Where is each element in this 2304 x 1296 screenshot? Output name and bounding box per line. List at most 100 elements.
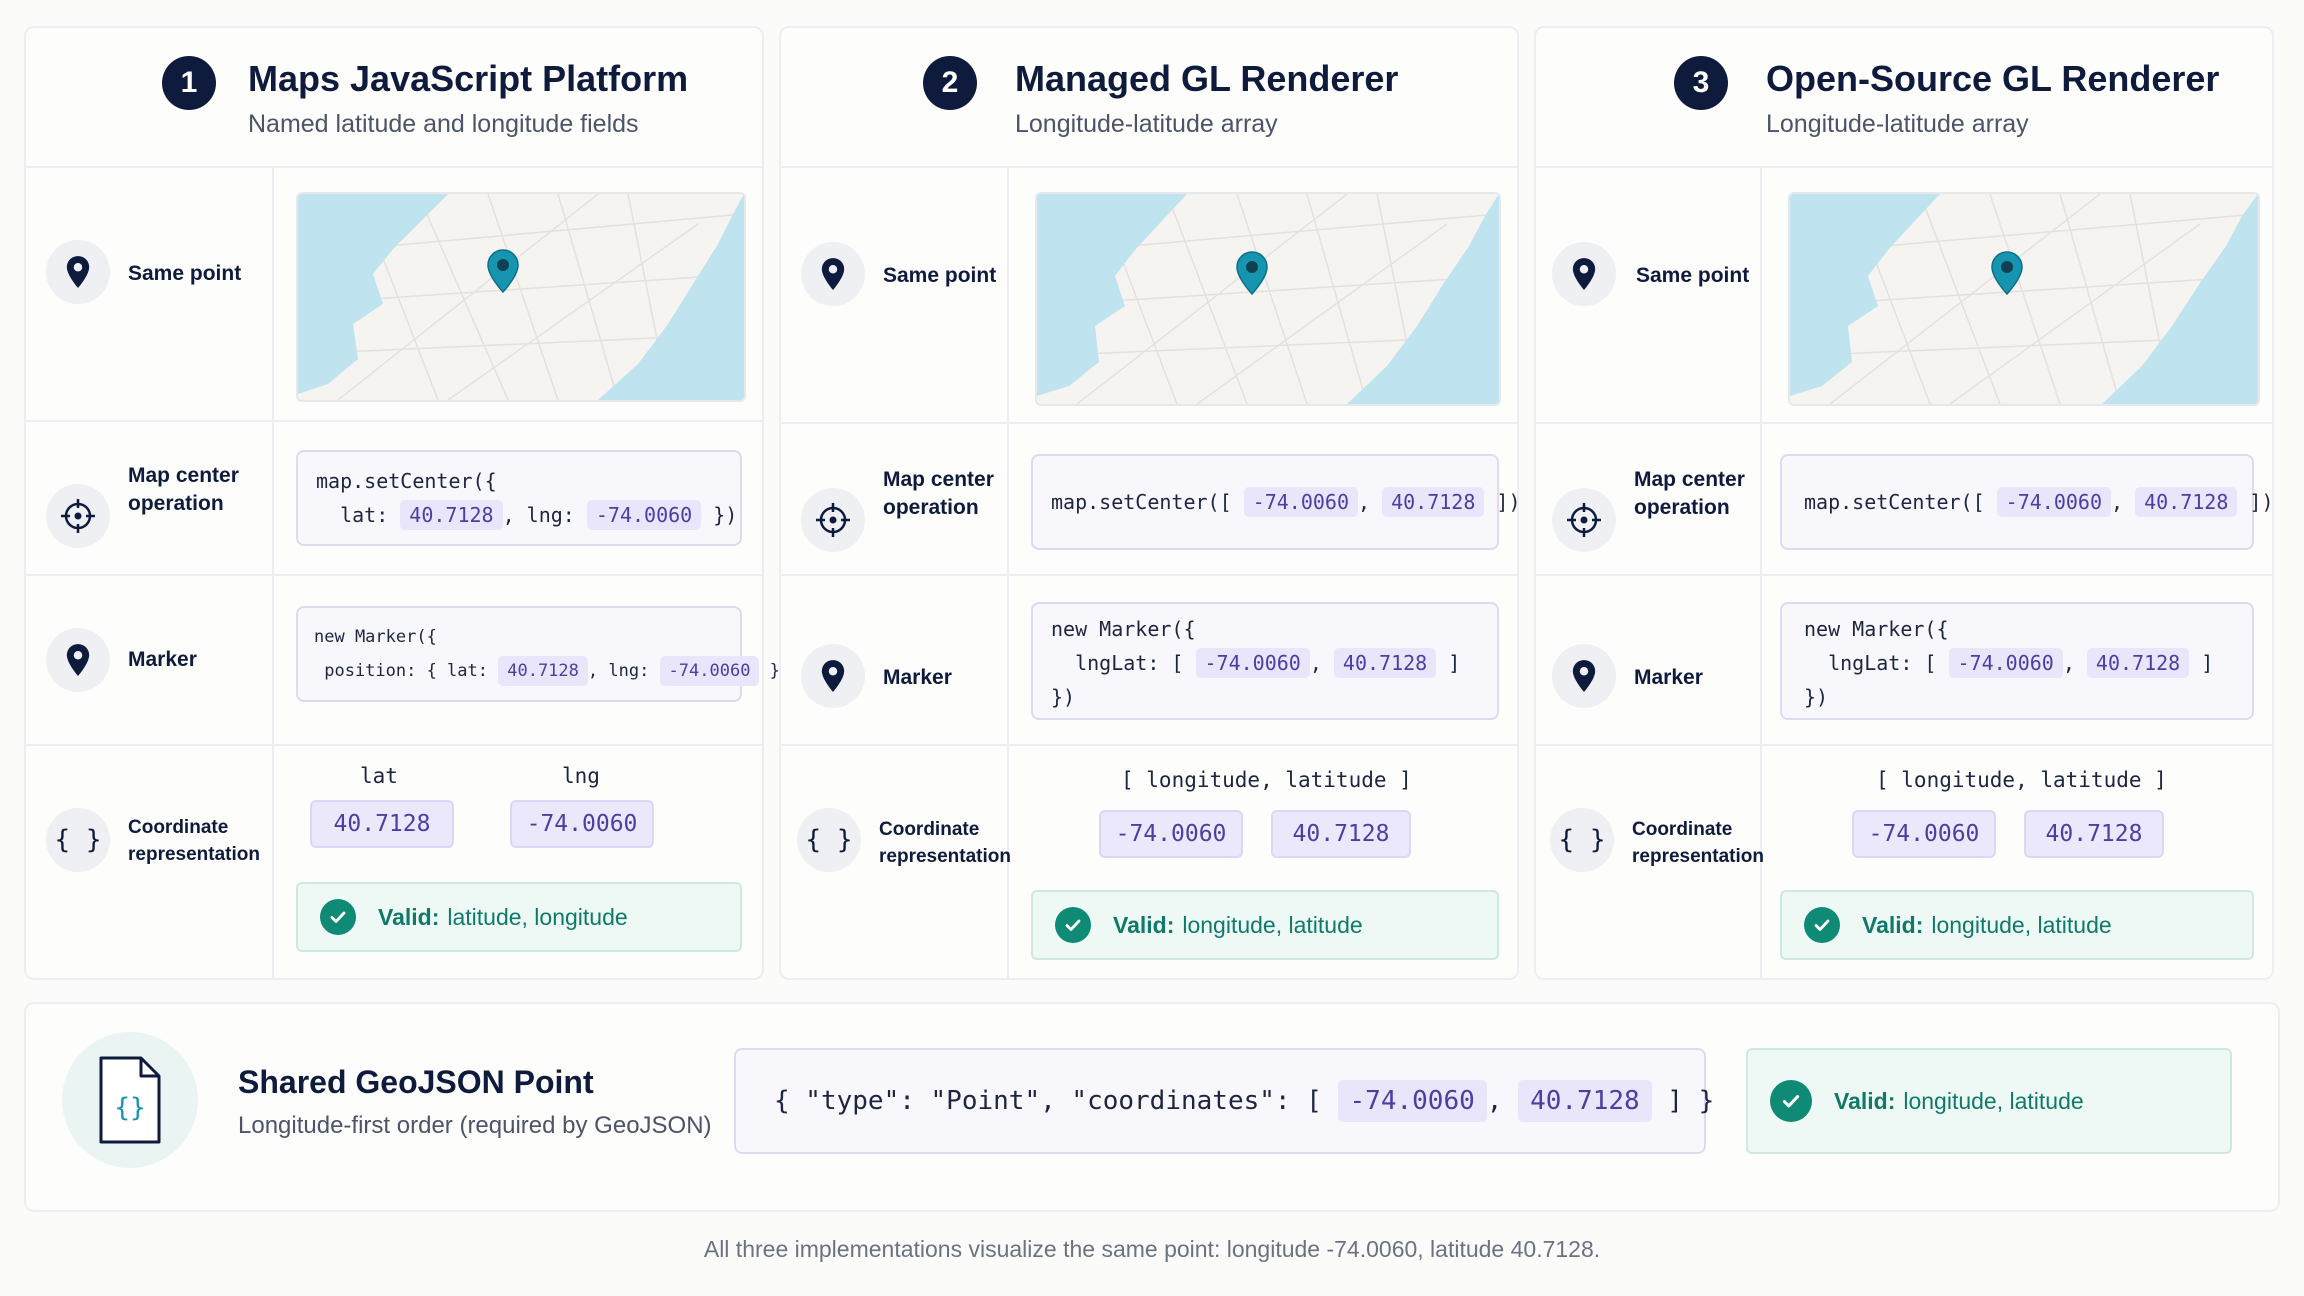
column-header: 1 Maps JavaScript Platform Named latitud… <box>26 28 762 168</box>
check-icon <box>320 899 356 935</box>
longitude-chip: -74.0060 <box>1337 1080 1487 1122</box>
map-pin-icon <box>1552 242 1616 306</box>
braces-icon: { } <box>797 808 861 872</box>
row-label-same-point: Same point <box>883 264 997 287</box>
row-divider <box>781 744 1517 746</box>
row-label-marker: Marker <box>128 648 197 671</box>
row-divider <box>1536 574 2272 576</box>
step-number-badge: 2 <box>923 56 977 110</box>
step-number-badge: 1 <box>162 56 216 110</box>
valid-order-badge: Valid: latitude, longitude <box>296 882 742 952</box>
longitude-chip: -74.0060 <box>1195 648 1310 678</box>
crosshair-icon <box>1552 488 1616 552</box>
column-divider <box>1007 166 1009 978</box>
check-icon <box>1055 907 1091 943</box>
row-label-marker: Marker <box>1634 666 1703 689</box>
latitude-chip: 40.7128 <box>1518 1080 1652 1122</box>
column-divider <box>272 166 274 978</box>
column-title: Open-Source GL Renderer <box>1766 58 2220 99</box>
row-divider <box>26 744 762 746</box>
map-pin-icon <box>801 242 865 306</box>
column-divider <box>1760 166 1762 978</box>
column-header: 3 Open-Source GL Renderer Longitude-lati… <box>1536 28 2272 168</box>
geojson-code: { "type": "Point", "coordinates": [ -74.… <box>734 1048 1714 1154</box>
latitude-chip: 40.7128 <box>498 656 588 686</box>
map-marker-pin <box>1991 251 2023 296</box>
row-divider <box>1536 744 2272 746</box>
row-label-same-point: Same point <box>128 262 242 285</box>
column-managed-gl-renderer: 2 Managed GL Renderer Longitude-latitude… <box>779 26 1521 980</box>
shared-geojson-panel: {} Shared GeoJSON Point Longitude-first … <box>24 1002 2280 1212</box>
svg-text:{}: {} <box>114 1093 145 1123</box>
row-label-same-point: Same point <box>1636 264 1750 287</box>
row-label-map-center: Map center operation <box>1634 468 1745 519</box>
longitude-chip: -74.0060 <box>586 500 702 530</box>
column-open-source-gl-renderer: 3 Open-Source GL Renderer Longitude-lati… <box>1534 26 2274 980</box>
row-label-map-center: Map center operation <box>128 464 239 515</box>
column-maps-javascript-platform: 1 Maps JavaScript Platform Named latitud… <box>24 26 811 980</box>
marker-code: new Marker({ lngLat: [ -74.0060, 40.7128… <box>1031 602 1499 720</box>
footnote: All three implementations visualize the … <box>703 1236 1601 1262</box>
latitude-chip: 40.7128 <box>1382 487 1485 517</box>
coordinate-key-lng: lng <box>562 764 600 788</box>
latitude-chip: 40.7128 <box>1333 648 1437 678</box>
latitude-chip: 40.7128 <box>400 500 503 530</box>
longitude-chip: -74.0060 <box>1996 487 2111 517</box>
valid-order-badge: Valid: longitude, latitude <box>1031 890 1499 960</box>
map-marker-pin <box>487 249 519 294</box>
latitude-chip: 40.7128 <box>2135 487 2238 517</box>
row-label-coordinate-representation: Coordinate representation <box>879 819 1011 867</box>
longitude-chip: -74.0060 <box>1948 648 2063 678</box>
map-marker-pin <box>1236 251 1268 296</box>
coordinate-value-latitude: 40.7128 <box>1271 810 1411 858</box>
longitude-chip: -74.0060 <box>1243 487 1358 517</box>
column-subtitle: Longitude-latitude array <box>1015 110 1278 138</box>
valid-order-badge: Valid: longitude, latitude <box>1780 890 2254 960</box>
longitude-chip: -74.0060 <box>659 656 760 686</box>
row-divider <box>26 420 762 422</box>
crosshair-icon <box>801 488 865 552</box>
json-file-icon: {} <box>62 1032 198 1168</box>
row-divider <box>26 574 762 576</box>
coordinate-value-longitude: -74.0060 <box>1852 810 1996 858</box>
coordinate-value-latitude: 40.7128 <box>310 800 454 848</box>
geojson-valid-badge: Valid: longitude, latitude <box>1746 1048 2232 1154</box>
map-pin-icon <box>801 644 865 708</box>
row-label-map-center: Map center operation <box>883 468 994 519</box>
row-label-coordinate-representation: Coordinate representation <box>1632 819 1764 867</box>
row-divider <box>1536 422 2272 424</box>
crosshair-icon <box>46 484 110 548</box>
map-thumbnail <box>1035 192 1501 406</box>
braces-icon: { } <box>1550 808 1614 872</box>
column-header: 2 Managed GL Renderer Longitude-latitude… <box>781 28 1517 168</box>
map-thumbnail <box>296 192 746 402</box>
marker-code: new Marker({ position: { lat: 40.7128, l… <box>296 606 811 702</box>
row-label-marker: Marker <box>883 666 952 689</box>
check-icon <box>1804 907 1840 943</box>
map-thumbnail <box>1788 192 2260 406</box>
marker-code: new Marker({ lngLat: [ -74.0060, 40.7128… <box>1780 602 2254 720</box>
column-title: Managed GL Renderer <box>1015 58 1399 99</box>
row-label-coordinate-representation: Coordinate representation <box>128 817 260 865</box>
map-center-code: map.setCenter({ lat: 40.7128, lng: -74.0… <box>296 450 742 546</box>
coordinate-array-header: [ longitude, latitude ] <box>1121 768 1412 792</box>
coordinate-array-header: [ longitude, latitude ] <box>1876 768 2167 792</box>
coordinate-value-longitude: -74.0060 <box>1099 810 1243 858</box>
column-subtitle: Longitude-latitude array <box>1766 110 2029 138</box>
map-center-code: map.setCenter([ -74.0060, 40.7128 ]) <box>1031 454 1521 550</box>
geojson-subtitle: Longitude-first order (required by GeoJS… <box>238 1112 712 1139</box>
step-number-badge: 3 <box>1674 56 1728 110</box>
map-pin-icon <box>46 628 110 692</box>
column-title: Maps JavaScript Platform <box>248 58 689 99</box>
latitude-chip: 40.7128 <box>2086 648 2190 678</box>
row-divider <box>781 422 1517 424</box>
column-subtitle: Named latitude and longitude fields <box>248 110 639 138</box>
map-center-code: map.setCenter([ -74.0060, 40.7128 ]) <box>1780 454 2274 550</box>
map-pin-icon <box>46 240 110 304</box>
row-divider <box>781 574 1517 576</box>
check-icon <box>1770 1080 1812 1122</box>
coordinate-value-latitude: 40.7128 <box>2024 810 2164 858</box>
map-pin-icon <box>1552 644 1616 708</box>
coordinate-key-lat: lat <box>360 764 398 788</box>
braces-icon: { } <box>46 808 110 872</box>
